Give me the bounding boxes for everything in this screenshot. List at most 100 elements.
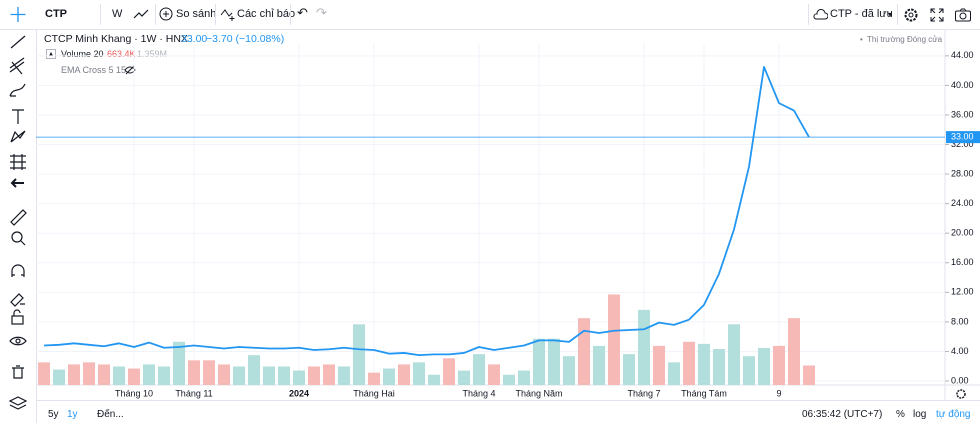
magnet-tool[interactable] <box>11 264 25 277</box>
back-tool[interactable] <box>10 178 24 188</box>
volume-bar <box>128 368 140 385</box>
volume-bar <box>683 341 695 385</box>
y-tick-label: 8.00 <box>951 316 969 326</box>
left-toolbar <box>0 29 37 423</box>
volume-bar <box>398 364 410 385</box>
x-tick-label: Tháng 4 <box>462 388 495 398</box>
x-tick-label: Tháng 7 <box>627 388 660 398</box>
indicators-button[interactable]: Các chỉ báo <box>237 8 296 20</box>
volume-bar <box>383 368 395 385</box>
x-tick-label: Tháng Năm <box>515 388 562 398</box>
legend-change: −3.70 (−10.08%) <box>206 33 285 45</box>
clock: 06:35:42 (UTC+7) <box>802 409 883 420</box>
object-tree-tool[interactable] <box>8 396 28 410</box>
time-axis-settings[interactable] <box>956 389 966 399</box>
y-tick-label: 36.00 <box>951 109 974 119</box>
volume-bar <box>308 366 320 385</box>
volume-bar <box>458 370 470 385</box>
volume-bar <box>518 370 530 385</box>
legend-collapse[interactable]: ▴ <box>46 49 56 59</box>
compare-icon <box>159 7 173 21</box>
symbol[interactable]: CTP <box>45 8 67 20</box>
volume-bar <box>353 324 365 385</box>
volume-bar <box>113 366 125 385</box>
trend-line-tool[interactable] <box>10 35 26 49</box>
lock-tool[interactable] <box>11 315 24 325</box>
volume-bar <box>803 365 815 385</box>
brush-tool[interactable] <box>9 83 26 97</box>
volume-bar <box>533 338 545 385</box>
volume-bar <box>728 324 740 385</box>
volume-bar <box>653 345 665 385</box>
legend-price: 33.00 <box>181 33 208 45</box>
price-line <box>43 66 810 357</box>
volume-bar <box>68 364 80 385</box>
goto-date[interactable]: Đến... <box>97 409 124 420</box>
saved-layout[interactable]: CTP - đã lưu <box>830 8 893 20</box>
cloud-icon <box>813 9 828 20</box>
last-price-label: 33.00 <box>951 131 974 141</box>
volume-bar <box>668 362 680 385</box>
volume-bar <box>203 360 215 385</box>
zoom-tool[interactable] <box>11 231 23 243</box>
volume-bar <box>608 294 620 385</box>
volume-bar <box>413 362 425 385</box>
y-tick-label: 28.00 <box>951 168 974 178</box>
volume-bar <box>758 347 770 385</box>
log-toggle[interactable]: log <box>913 409 927 420</box>
range-1y[interactable]: 1y <box>67 409 78 420</box>
volume-bar <box>248 355 260 385</box>
lock-drawings-tool[interactable] <box>10 293 25 307</box>
bottom-bar <box>36 400 980 424</box>
y-tick-label: 4.00 <box>951 346 969 356</box>
volume-bar <box>38 362 50 385</box>
layout-menu[interactable]: ▾ <box>888 10 893 19</box>
volume-bar <box>788 318 800 385</box>
screenshot-button[interactable] <box>954 7 972 23</box>
volume-bar <box>263 366 275 385</box>
fullscreen-button[interactable] <box>929 7 945 23</box>
volume-bar <box>98 364 110 385</box>
visibility-tool[interactable] <box>9 336 27 346</box>
ema-hidden-icon[interactable] <box>124 65 136 75</box>
crosshair-button[interactable] <box>0 0 36 29</box>
settings-button[interactable] <box>903 7 919 23</box>
volume-bar <box>158 366 170 385</box>
volume-bar <box>173 341 185 385</box>
range-5y[interactable]: 5y <box>48 409 59 420</box>
x-tick-label: 9 <box>776 388 781 398</box>
percent-toggle[interactable]: % <box>896 409 905 420</box>
volume-bar <box>773 345 785 385</box>
measure-tool[interactable] <box>10 209 27 226</box>
undo-button[interactable]: ↶ <box>297 5 308 20</box>
text-tool[interactable] <box>12 109 24 124</box>
volume-bar <box>473 354 485 385</box>
x-tick-label: Tháng Hai <box>353 388 395 398</box>
compare-button[interactable]: So sánh <box>176 8 217 20</box>
volume-bar <box>593 345 605 385</box>
volume-bar <box>293 370 305 385</box>
volume-name: Volume 20 <box>61 49 104 59</box>
fib-tool[interactable] <box>9 57 25 75</box>
crosshair-icon <box>10 7 26 22</box>
y-tick-label: 20.00 <box>951 228 974 238</box>
x-tick-label: Tháng Tám <box>681 388 727 398</box>
x-tick-label: Tháng 11 <box>175 388 212 398</box>
redo-button[interactable]: ↷ <box>316 5 327 20</box>
pattern-tool[interactable] <box>10 130 26 143</box>
volume-bar <box>548 338 560 385</box>
chart-style-button[interactable] <box>132 7 150 21</box>
prediction-tool[interactable] <box>10 154 26 170</box>
interval[interactable]: W <box>112 8 123 20</box>
ema-name: EMA Cross 5 15 <box>61 65 127 75</box>
delete-tool[interactable] <box>12 365 24 379</box>
auto-toggle[interactable]: tự động <box>936 409 971 420</box>
y-tick-label: 0.00 <box>951 375 969 385</box>
volume-ma: 1.359M <box>137 49 168 59</box>
chart: 0.00 4.00 8.00 12.00 16.00 20.00 24.00 28.00 32.… <box>36 29 980 400</box>
y-tick-label: 24.00 <box>951 198 974 208</box>
volume-bar <box>218 364 230 385</box>
volume-bar <box>83 362 95 385</box>
volume-value: 663.4K <box>107 49 136 59</box>
legend-title: CTCP Minh Khang · 1W · HNX <box>44 33 188 45</box>
